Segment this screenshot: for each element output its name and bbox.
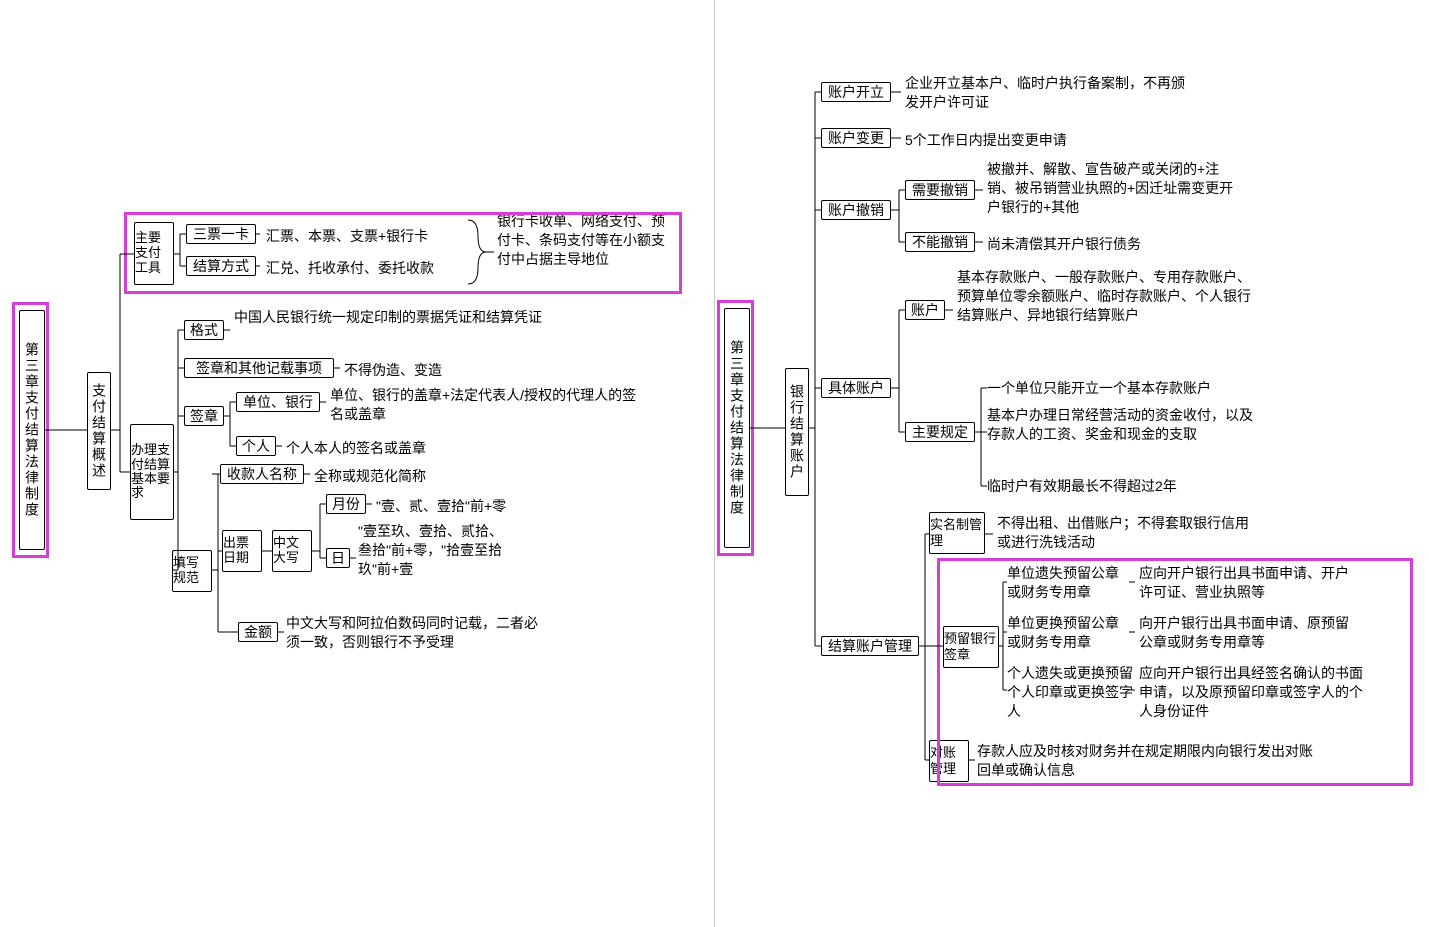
change-value: 5个工作日内提出变更申请 xyxy=(905,130,1067,150)
req-title: 办理支付结算基本要求 xyxy=(130,424,174,520)
specific-label: 具体账户 xyxy=(821,378,891,398)
payee-label: 收款人名称 xyxy=(220,464,304,484)
fill-label: 填写规范 xyxy=(172,550,212,592)
tools-note: 银行卡收单、网络支付、预付卡、条码支付等在小额支付中占据主导地位 xyxy=(497,212,667,269)
manage-label: 结算账户管理 xyxy=(821,636,919,656)
cn-label: 中文大写 xyxy=(272,530,312,572)
left-level1: 支付结算概述 xyxy=(87,372,111,490)
row2-value: 汇兑、托收承付、委托收款 xyxy=(266,258,434,278)
row2-label: 结算方式 xyxy=(186,256,256,276)
seal-unit-lost-label: 单位遗失预留公章或财务专用章 xyxy=(1007,564,1127,602)
realname-label: 实名制管理 xyxy=(929,512,985,554)
format-label: 格式 xyxy=(184,320,224,340)
day-value: "壹至玖、壹拾、贰拾、叁拾"前+零，"拾壹至拾玖"前+壹 xyxy=(358,522,508,579)
account-value: 基本存款账户、一般存款账户、专用存款账户、预算单位零余额账户、临时存款账户、个人… xyxy=(957,268,1257,325)
tools-title: 主要支付工具 xyxy=(134,222,174,285)
format-value: 中国人民银行统一规定印制的票据凭证和结算凭证 xyxy=(234,308,594,327)
month-label: 月份 xyxy=(326,494,366,514)
open-value: 企业开立基本户、临时户执行备案制，不再颁发开户许可证 xyxy=(905,74,1185,112)
realname-value: 不得出租、出借账户；不得套取银行信用或进行洗钱活动 xyxy=(997,514,1257,552)
row1-value: 汇票、本票、支票+银行卡 xyxy=(266,226,428,246)
seal-unit-lost-value: 应向开户银行出具书面申请、开户许可证、营业执照等 xyxy=(1139,564,1359,602)
month-value: "壹、贰、壹拾"前+零 xyxy=(376,496,506,516)
seal-person-label: 个人遗失或更换预留个人印章或更换签字人 xyxy=(1007,664,1137,721)
sign-person-value: 个人本人的签名或盖章 xyxy=(286,438,426,458)
revoke-cannot-value: 尚未清偿其开户银行债务 xyxy=(987,234,1141,254)
sign-unit-value: 单位、银行的盖章+法定代表人/授权的代理人的签名或盖章 xyxy=(330,386,650,424)
left-root-title: 第三章支付结算法律制度 xyxy=(19,310,45,550)
revoke-need-value: 被撤并、解散、宣告破产或关闭的+注销、被吊销营业执照的+因迁址需变更开户银行的+… xyxy=(987,160,1237,217)
date-label: 出票日期 xyxy=(222,530,262,572)
left-panel: 第三章支付结算法律制度 支付结算概述 主要支付工具 三票一卡 汇票、本票、支票+… xyxy=(0,0,714,927)
day-label: 日 xyxy=(326,548,350,568)
right-panel: 第三章支付结算法律制度 银行结算账户 账户开立 企业开立基本户、临时户执行备案制… xyxy=(714,0,1429,927)
sign-items-value: 不得伪造、变造 xyxy=(344,360,442,380)
seal-person-value: 应向开户银行出具经签名确认的书面申请，以及原预留印章或签字人的个人身份证件 xyxy=(1139,664,1369,721)
sign-label: 签章 xyxy=(184,406,224,426)
right-level1: 银行结算账户 xyxy=(785,368,809,496)
revoke-need-label: 需要撤销 xyxy=(905,180,975,200)
account-label: 账户 xyxy=(905,300,945,320)
sign-unit-label: 单位、银行 xyxy=(236,392,320,412)
seal-unit-change-value: 向开户银行出具书面申请、原预留公章或财务专用章等 xyxy=(1139,614,1349,652)
amount-value: 中文大写和阿拉伯数码同时记载，二者必须一致，否则银行不予受理 xyxy=(286,614,546,652)
sign-items-label: 签章和其他记载事项 xyxy=(184,358,334,378)
revoke-label: 账户撤销 xyxy=(821,200,891,220)
payee-value: 全称或规范化简称 xyxy=(314,466,426,486)
sign-person-label: 个人 xyxy=(236,436,276,456)
one-unit-value: 一个单位只能开立一个基本存款账户 xyxy=(987,378,1211,398)
change-label: 账户变更 xyxy=(821,128,891,148)
open-label: 账户开立 xyxy=(821,82,891,102)
recon-value: 存款人应及时核对财务并在规定期限内向银行发出对账回单或确认信息 xyxy=(977,742,1317,780)
recon-label: 对账管理 xyxy=(929,740,969,782)
right-root-title: 第三章支付结算法律制度 xyxy=(724,308,750,548)
revoke-cannot-label: 不能撤销 xyxy=(905,232,975,252)
basic-ops-value: 基本户办理日常经营活动的资金收付，以及存款人的工资、奖金和现金的支取 xyxy=(987,406,1257,444)
row1-label: 三票一卡 xyxy=(186,224,256,244)
amount-label: 金额 xyxy=(238,622,278,642)
seal-unit-change-label: 单位更换预留公章或财务专用章 xyxy=(1007,614,1127,652)
seal-label: 预留银行签章 xyxy=(943,626,999,668)
temp-value: 临时户有效期最长不得超过2年 xyxy=(987,476,1177,496)
main-rules-label: 主要规定 xyxy=(905,422,975,442)
